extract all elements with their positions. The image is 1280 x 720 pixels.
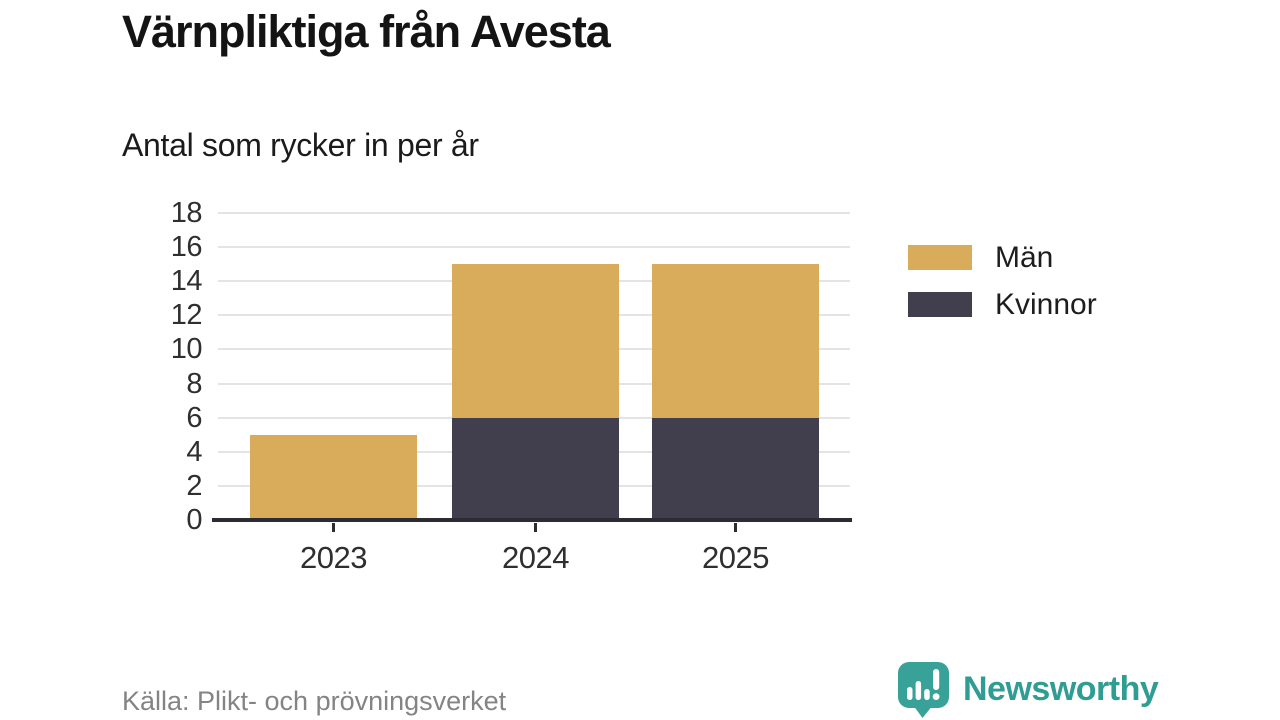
legend-swatch [908, 245, 972, 270]
y-axis-label: 14 [170, 265, 203, 298]
bar-2025-kvinnor [652, 417, 819, 520]
chart-title: Värnpliktiga från Avesta [122, 6, 611, 57]
x-axis-label: 2023 [300, 540, 367, 575]
y-axis-label: 16 [170, 231, 203, 264]
newsworthy-logo-icon [898, 662, 949, 718]
y-axis-label: 8 [186, 367, 202, 400]
gridline-16 [218, 246, 850, 249]
legend-item-kvinnor: Kvinnor [908, 287, 1097, 322]
x-axis-label: 2024 [502, 540, 569, 575]
brand-lockup: Newsworthy [897, 661, 1159, 718]
chart-subtitle: Antal som rycker in per år [122, 127, 479, 163]
x-axis-tick [734, 523, 737, 532]
y-axis-label: 2 [186, 469, 202, 502]
x-axis-tick [534, 523, 537, 532]
bar-2023-män [250, 434, 417, 520]
y-axis-label: 10 [170, 333, 203, 366]
y-axis-label: 12 [170, 299, 203, 332]
brand-name: Newsworthy [963, 670, 1159, 708]
x-axis-label: 2025 [702, 540, 769, 575]
gridline-18 [218, 212, 850, 214]
y-axis-label: 4 [186, 435, 202, 468]
x-axis-tick [332, 523, 335, 532]
legend-swatch [908, 292, 972, 317]
bar-2024-män [452, 264, 619, 418]
y-axis-label: 18 [170, 197, 203, 229]
bar-2024-kvinnor [452, 417, 619, 520]
y-axis-label: 0 [186, 504, 202, 536]
source-note: Källa: Plikt- och prövningsverket [122, 686, 507, 716]
bar-2025-män [652, 264, 819, 418]
legend-label: Kvinnor [995, 288, 1097, 321]
y-axis-label: 6 [186, 401, 202, 434]
legend-label: Män [995, 241, 1054, 274]
legend: Män Kvinnor [908, 240, 1097, 322]
legend-item-män: Män [908, 240, 1097, 275]
x-axis-line [212, 518, 852, 522]
